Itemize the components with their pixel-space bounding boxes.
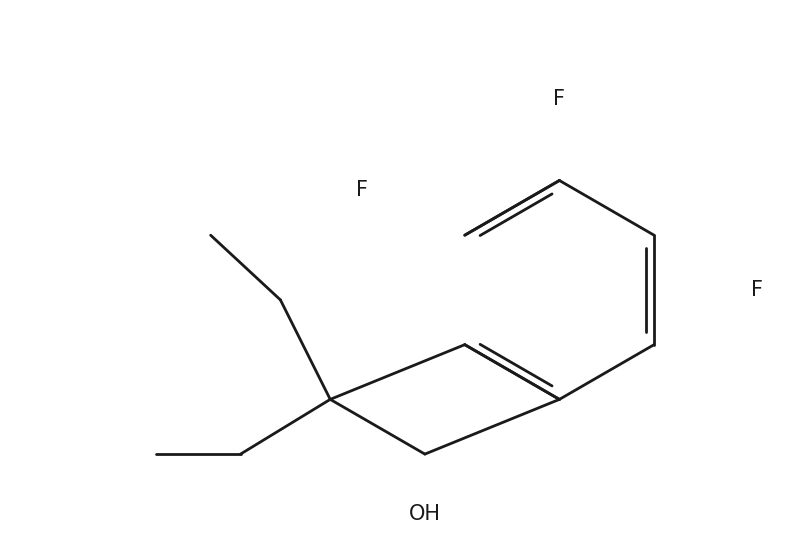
Text: OH: OH (409, 504, 441, 524)
Text: F: F (356, 181, 368, 200)
Text: F: F (751, 280, 763, 300)
Text: F: F (553, 89, 566, 109)
